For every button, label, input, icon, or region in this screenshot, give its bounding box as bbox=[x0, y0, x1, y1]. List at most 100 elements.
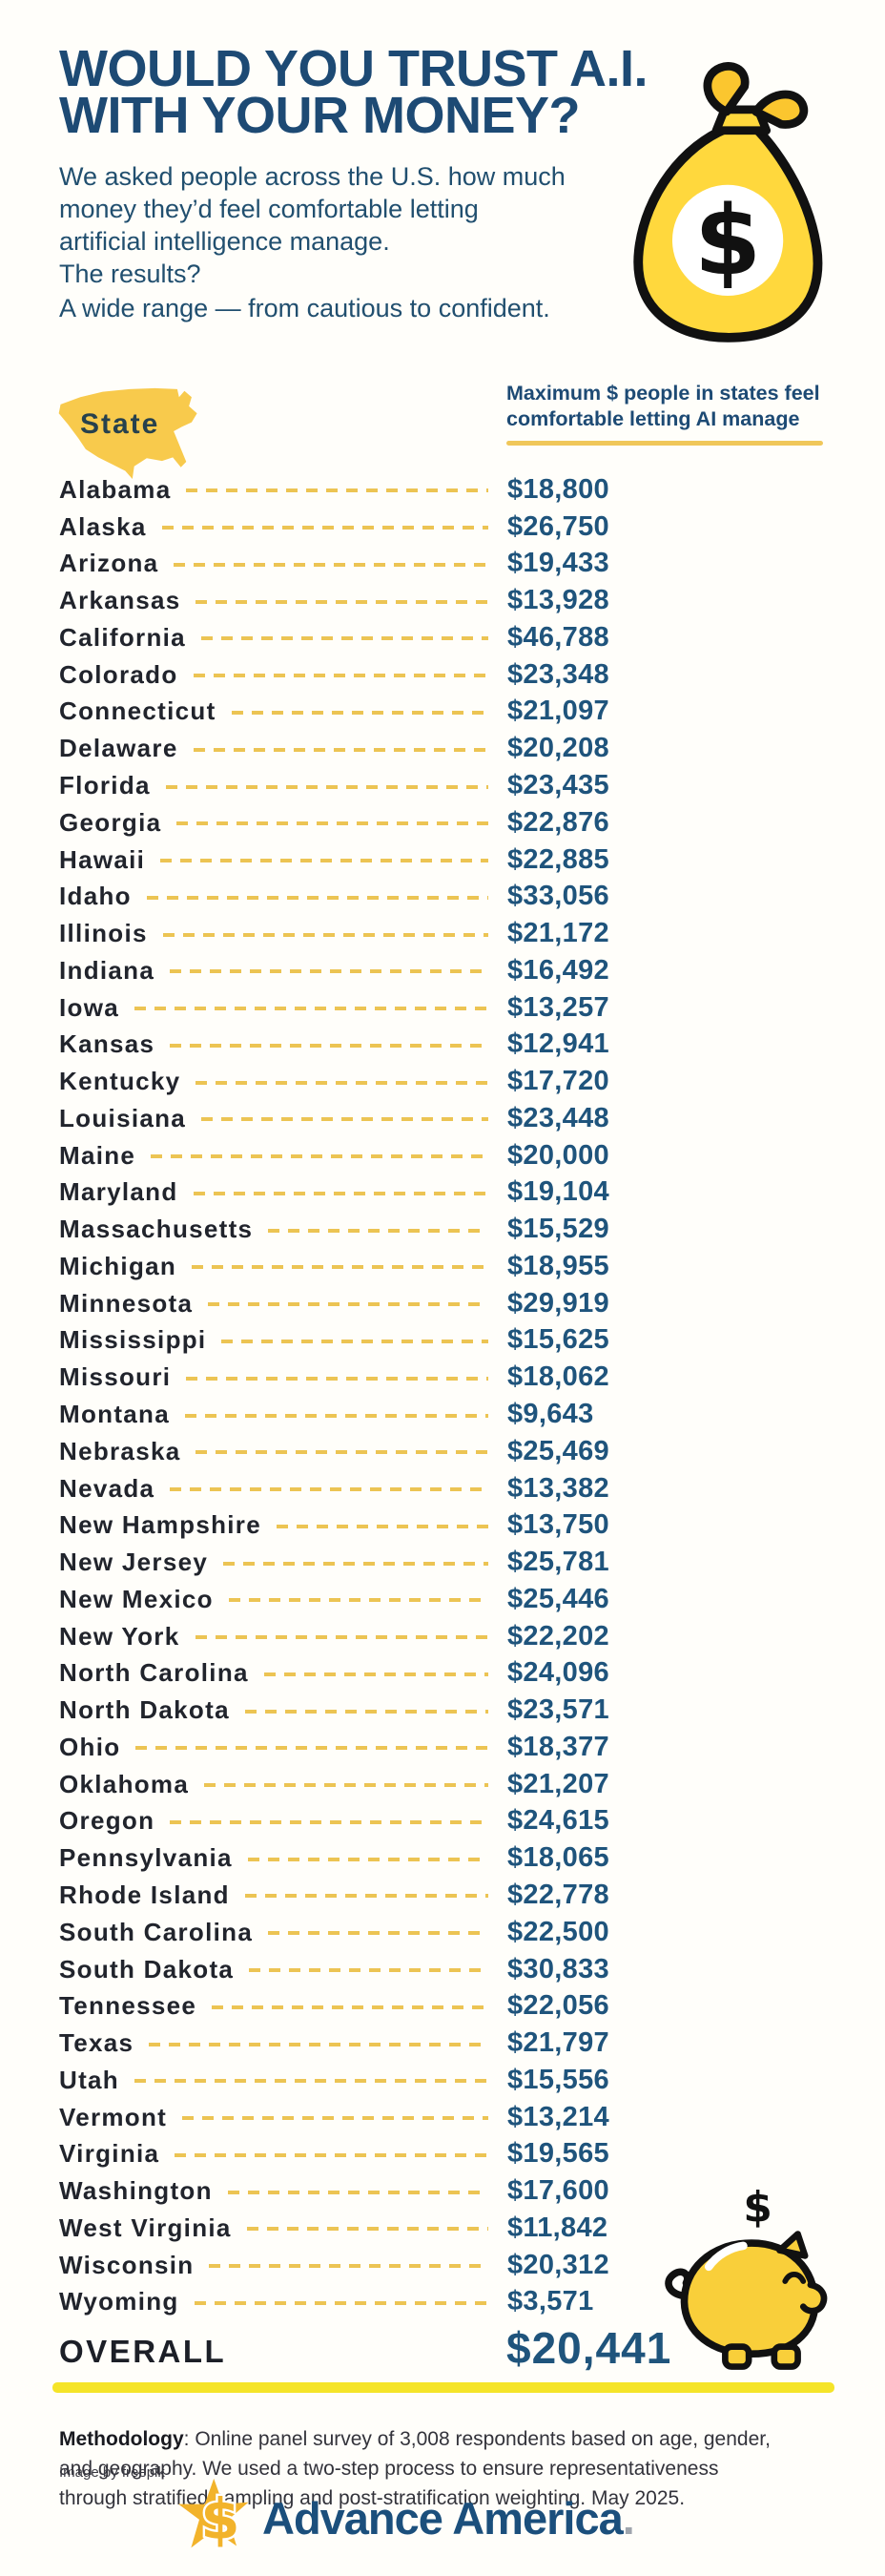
dash-leader bbox=[170, 969, 488, 974]
dash-leader bbox=[146, 895, 488, 900]
table-row: North Carolina $24,096 bbox=[59, 1655, 673, 1693]
star-dollar-logo-icon: $ bbox=[176, 2477, 260, 2560]
state-amount: $22,876 bbox=[507, 806, 609, 838]
dash-leader bbox=[176, 821, 488, 826]
state-amount: $20,312 bbox=[507, 2249, 609, 2280]
table-row: Georgia $22,876 bbox=[59, 804, 673, 841]
dash-leader bbox=[196, 1450, 488, 1455]
table-row: Indiana $16,492 bbox=[59, 952, 673, 989]
state-name: Illinois bbox=[59, 919, 148, 948]
table-row: West Virginia $11,842 bbox=[59, 2210, 673, 2247]
state-name: Kentucky bbox=[59, 1067, 181, 1096]
table-row: Pennsylvania $18,065 bbox=[59, 1839, 673, 1877]
table-row: Wyoming $3,571 bbox=[59, 2284, 673, 2321]
state-amount: $17,720 bbox=[507, 1066, 609, 1097]
page-title-line2: WITH YOUR MONEY? bbox=[59, 87, 581, 144]
dash-leader bbox=[196, 1080, 488, 1085]
state-name: New Hampshire bbox=[59, 1510, 261, 1540]
dash-leader bbox=[134, 2079, 488, 2084]
dash-leader bbox=[268, 1931, 488, 1936]
state-name: Indiana bbox=[59, 955, 155, 985]
state-amount: $13,382 bbox=[507, 1472, 609, 1504]
dash-leader bbox=[174, 562, 488, 567]
table-row: Kentucky $17,720 bbox=[59, 1063, 673, 1100]
state-name: Virginia bbox=[59, 2139, 160, 2169]
dash-leader bbox=[209, 2264, 488, 2269]
state-amount: $23,571 bbox=[507, 1694, 609, 1726]
state-name: Arizona bbox=[59, 549, 159, 578]
dash-leader bbox=[162, 932, 488, 937]
dash-leader bbox=[249, 1968, 488, 1972]
state-name: Washington bbox=[59, 2176, 213, 2206]
dash-leader bbox=[231, 710, 488, 715]
state-amount: $24,096 bbox=[507, 1657, 609, 1689]
table-row: Idaho $33,056 bbox=[59, 878, 673, 915]
state-amount: $9,643 bbox=[507, 1399, 594, 1430]
dash-leader bbox=[221, 1339, 488, 1343]
state-amount: $3,571 bbox=[507, 2286, 594, 2317]
state-amount: $21,172 bbox=[507, 918, 609, 949]
dash-leader bbox=[170, 1819, 488, 1824]
state-amount: $25,781 bbox=[507, 1547, 609, 1578]
table-row: Wisconsin $20,312 bbox=[59, 2247, 673, 2284]
table-row: Rhode Island $22,778 bbox=[59, 1877, 673, 1914]
intro-text: We asked people across the U.S. how much… bbox=[59, 162, 566, 256]
state-amount: $22,202 bbox=[507, 1620, 609, 1652]
state-name: Hawaii bbox=[59, 844, 146, 874]
dash-leader bbox=[268, 1228, 488, 1233]
page-title: WOULD YOU TRUST A.I. WITH YOUR MONEY? bbox=[59, 40, 648, 144]
state-amount: $13,257 bbox=[507, 991, 609, 1023]
state-name: Maine bbox=[59, 1140, 136, 1170]
state-amount: $22,885 bbox=[507, 843, 609, 875]
state-name: New Mexico bbox=[59, 1584, 214, 1613]
state-amount: $22,056 bbox=[507, 1990, 609, 2022]
state-table: Alabama $18,800 Alaska $26,750 Arizona $… bbox=[59, 471, 673, 2320]
state-amount: $25,469 bbox=[507, 1435, 609, 1466]
dash-leader bbox=[204, 1783, 488, 1788]
state-name: Idaho bbox=[59, 882, 132, 911]
table-row: Ohio $18,377 bbox=[59, 1729, 673, 1766]
state-amount: $18,377 bbox=[507, 1731, 609, 1762]
state-name: Vermont bbox=[59, 2102, 168, 2131]
state-name: Iowa bbox=[59, 992, 119, 1022]
column-header-value: Maximum $ people in states feel comforta… bbox=[506, 382, 820, 430]
table-row: Maryland $19,104 bbox=[59, 1174, 673, 1212]
state-amount: $23,435 bbox=[507, 770, 609, 800]
column-header-state: State bbox=[80, 408, 160, 440]
state-name: Ohio bbox=[59, 1732, 121, 1761]
state-amount: $19,565 bbox=[507, 2138, 609, 2170]
dash-leader bbox=[193, 747, 488, 752]
state-amount: $22,778 bbox=[507, 1879, 609, 1910]
dash-leader bbox=[151, 1154, 488, 1159]
state-amount: $30,833 bbox=[507, 1953, 609, 1984]
state-amount: $16,492 bbox=[507, 954, 609, 986]
state-amount: $18,065 bbox=[507, 1842, 609, 1874]
table-row: Utah $15,556 bbox=[59, 2062, 673, 2099]
state-amount: $21,207 bbox=[507, 1768, 609, 1799]
page-title-line1: WOULD YOU TRUST A.I. bbox=[59, 40, 648, 97]
footer-divider bbox=[52, 2382, 834, 2393]
state-name: Maryland bbox=[59, 1177, 178, 1207]
logo-dollar-glyph: $ bbox=[200, 2486, 239, 2552]
table-row: Mississippi $15,625 bbox=[59, 1322, 673, 1360]
state-name: Minnesota bbox=[59, 1288, 194, 1318]
state-amount: $29,919 bbox=[507, 1287, 609, 1319]
table-row: New Jersey $25,781 bbox=[59, 1544, 673, 1581]
state-amount: $24,615 bbox=[507, 1805, 609, 1837]
table-row: Colorado $23,348 bbox=[59, 656, 673, 694]
state-amount: $23,348 bbox=[507, 658, 609, 690]
state-name: North Carolina bbox=[59, 1658, 249, 1688]
table-row: New York $22,202 bbox=[59, 1618, 673, 1655]
methodology-text: Methodology: Online panel survey of 3,00… bbox=[59, 2424, 851, 2513]
results-lead-text: The results? bbox=[59, 260, 201, 288]
dash-leader bbox=[263, 1672, 488, 1676]
state-name: Missouri bbox=[59, 1362, 172, 1392]
dash-leader bbox=[200, 636, 488, 641]
dash-leader bbox=[161, 526, 488, 530]
dash-leader bbox=[134, 1007, 488, 1011]
table-row: Arkansas $13,928 bbox=[59, 582, 673, 619]
dash-leader bbox=[194, 2300, 488, 2305]
dash-leader bbox=[165, 784, 488, 789]
brand-logo: $ Advance America. bbox=[176, 2477, 635, 2560]
table-row: Nevada $13,382 bbox=[59, 1470, 673, 1507]
